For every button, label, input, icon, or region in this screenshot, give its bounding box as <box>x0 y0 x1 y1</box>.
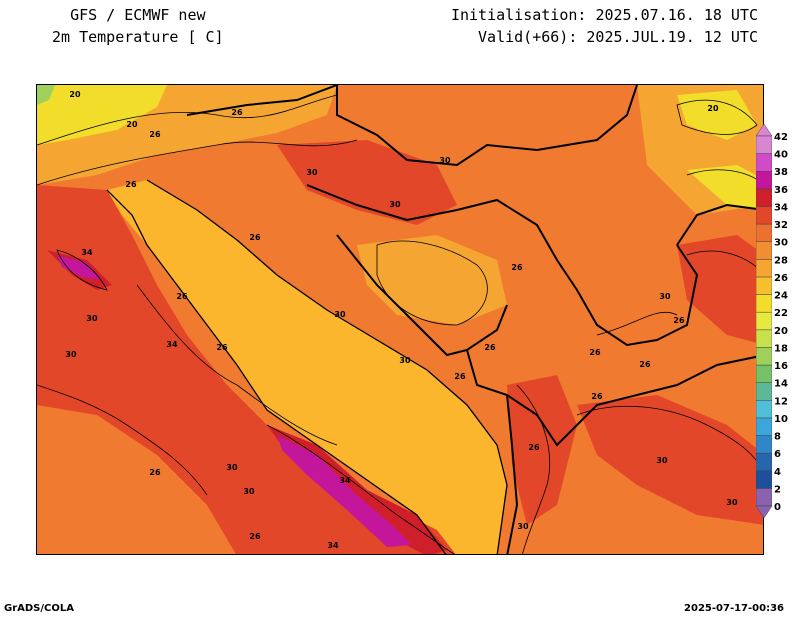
field-30-32-southeast <box>577 395 763 525</box>
contour-label: 30 <box>86 314 98 323</box>
contour-label: 26 <box>149 468 161 477</box>
colorbar-cells <box>756 124 772 518</box>
contour-label: 26 <box>149 130 161 139</box>
contour-label: 30 <box>306 168 318 177</box>
field-22-24 <box>37 85 167 145</box>
colorbar-tick-label: 12 <box>774 396 788 407</box>
valid-time: Valid(+66): 2025.JUL.19. 12 UTC <box>478 28 758 46</box>
colorbar-tick-label: 32 <box>774 220 788 231</box>
software-credit: GrADS/COLA <box>4 603 74 614</box>
colorbar-tick-label: 6 <box>774 449 781 460</box>
colorbar-tick-label: 10 <box>774 414 788 425</box>
contour-label: 26 <box>591 392 603 401</box>
coastlines <box>106 179 508 554</box>
contour-label: 34 <box>327 541 339 550</box>
contour-label: 20 <box>707 104 719 113</box>
colorbar-tick-label: 28 <box>774 255 788 266</box>
map-canvas: 20 26 26 20 30 30 26 30 26 20 26 34 26 30 26 30 34 26 30 30… <box>37 85 763 554</box>
contour-label: 30 <box>726 498 738 507</box>
field-22-24-east <box>687 165 763 210</box>
contour-label: 26 <box>639 360 651 369</box>
contour-label: 34 <box>166 340 178 349</box>
tyrrhenian-field <box>37 405 236 554</box>
contour-label: 26 <box>216 343 228 352</box>
field-30-32-albania <box>507 375 577 525</box>
contour-label: 30 <box>389 200 401 209</box>
colorbar-tick-label: 24 <box>774 291 788 302</box>
contour-label: 26 <box>454 372 466 381</box>
contour-label: 26 <box>673 316 685 325</box>
colorbar-tick-label: 0 <box>774 502 781 513</box>
contour-label: 30 <box>659 292 671 301</box>
colorbar-tick-label: 20 <box>774 326 788 337</box>
country-borders <box>186 85 763 554</box>
colorbar-tick-label: 36 <box>774 185 788 196</box>
contour-label: 26 <box>511 263 523 272</box>
colorbar-tick-label: 22 <box>774 308 788 319</box>
contour-labels: 20 26 26 20 30 30 26 30 26 20 26 34 26 30 26 30 34 26 30 30… <box>65 90 738 550</box>
colorbar-tick-label: 16 <box>774 361 788 372</box>
contour-label: 30 <box>517 522 529 531</box>
generation-timestamp: 2025-07-17-00:36 <box>684 603 784 614</box>
contour-label: 26 <box>176 292 188 301</box>
contour-label: 30 <box>226 463 238 472</box>
field-22-24-northeast <box>677 90 757 140</box>
colorbar-tick-label: 4 <box>774 467 781 478</box>
colorbar-tick-label: 2 <box>774 484 781 495</box>
colorbar-tick-label: 8 <box>774 432 781 443</box>
contour-label: 30 <box>399 356 411 365</box>
contour-label: 30 <box>656 456 668 465</box>
contour-label: 30 <box>243 487 255 496</box>
chart-title-left: GFS / ECMWF new 2m Temperature [ C] <box>52 4 224 48</box>
contour-label: 26 <box>249 233 261 242</box>
colorbar-tick-label: 40 <box>774 150 788 161</box>
contour-label: 20 <box>126 120 138 129</box>
temperature-map: 20 26 26 20 30 30 26 30 26 20 26 34 26 30 26 30 34 26 30 30… <box>36 84 764 555</box>
init-time: Initialisation: 2025.07.16. 18 UTC <box>450 6 758 24</box>
colorbar-cell <box>756 135 772 154</box>
adriatic-sea <box>107 180 507 554</box>
colorbar-tick-label: 34 <box>774 202 788 213</box>
contour-label: 26 <box>484 343 496 352</box>
model-name: GFS / ECMWF new <box>70 6 206 24</box>
colorbar-bottom-arrow <box>756 505 772 518</box>
colorbar-tick-label: 14 <box>774 379 788 390</box>
contour-label: 34 <box>339 476 351 485</box>
contour-label: 30 <box>439 156 451 165</box>
contour-label: 30 <box>65 350 77 359</box>
contour-label: 20 <box>69 90 81 99</box>
colorbar-tick-label: 38 <box>774 167 788 178</box>
colorbar-tick-label: 18 <box>774 343 788 354</box>
contour-label: 26 <box>231 108 243 117</box>
chart-title-right: Initialisation: 2025.07.16. 18 UTC Valid… <box>451 4 758 48</box>
hot-core-magenta-south <box>277 435 412 547</box>
variable-name: 2m Temperature [ C] <box>52 28 224 46</box>
field-16-18 <box>37 85 55 105</box>
colorbar-tick-label: 42 <box>774 132 788 143</box>
contour-label: 30 <box>334 310 346 319</box>
hot-core-magenta-west <box>57 255 102 280</box>
contour-label: 26 <box>528 443 540 452</box>
colorbar <box>756 124 772 518</box>
colorbar-tick-label: 30 <box>774 238 788 249</box>
contour-label: 26 <box>125 180 137 189</box>
colorbar-tick-label: 26 <box>774 273 788 284</box>
contour-label: 26 <box>589 348 601 357</box>
contour-label: 26 <box>249 532 261 541</box>
contour-label: 34 <box>81 248 93 257</box>
field-30-32-east <box>677 235 763 345</box>
